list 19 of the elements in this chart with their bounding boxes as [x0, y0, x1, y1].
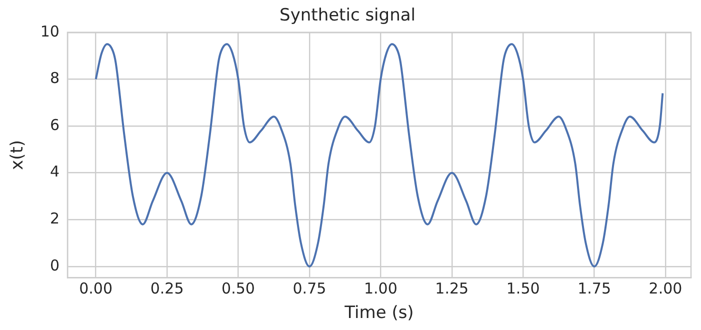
x-tick-label: 0.75	[292, 279, 326, 298]
x-tick-label: 0.00	[79, 279, 113, 298]
y-axis-title: x(t)	[8, 140, 28, 170]
x-tick-label: 0.50	[222, 279, 255, 298]
y-tick-label: 0	[50, 256, 60, 274]
y-tick-label: 2	[50, 210, 60, 228]
y-tick-label: 6	[50, 116, 60, 134]
x-axis-title: Time (s)	[344, 303, 414, 324]
x-tick-label: 1.75	[578, 279, 611, 298]
x-tick-label: 2.00	[648, 279, 682, 298]
y-tick-label: 10	[40, 22, 60, 40]
line-series	[94, 43, 664, 268]
chart-title: Synthetic signal	[280, 6, 416, 26]
x-tick-label: 1.25	[435, 279, 469, 298]
y-tick-label: 8	[50, 69, 60, 88]
x-tick-label: 1.50	[506, 279, 540, 298]
x-tick-label: 1.00	[364, 279, 398, 298]
x-tick-label: 0.25	[150, 279, 184, 298]
y-tick-label: 4	[50, 162, 60, 181]
